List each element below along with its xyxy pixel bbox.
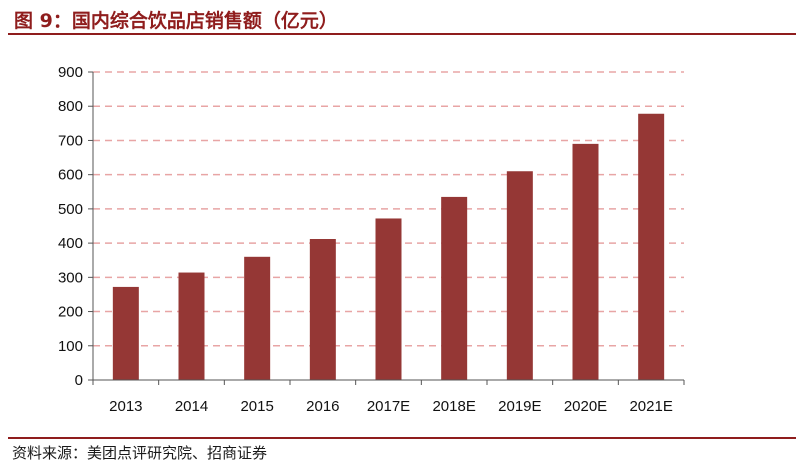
x-tick-label: 2015 [240,398,273,415]
y-tick-label: 900 [58,64,83,81]
y-tick-label: 100 [58,338,83,355]
bar [112,286,139,380]
y-tick-label: 0 [75,372,83,389]
bar [309,239,336,380]
bar [441,196,468,380]
y-tick-label: 500 [58,201,83,218]
bar [638,113,665,381]
y-tick-label: 800 [58,98,83,115]
x-tick-label: 2014 [175,398,208,415]
axes [88,71,685,385]
source-divider [8,437,796,439]
source-note: 资料来源：美团点评研究院、招商证券 [12,444,268,462]
x-tick-label: 2018E [432,398,475,415]
x-tick-label: 2019E [498,398,541,415]
y-tick-labels: 0 100 200 300 400 500 600 700 800 900 [58,64,83,389]
bar [572,143,599,380]
x-tick-labels: 2013 2014 2015 2016 2017E 2018E 2019E 2020E 2021… [109,398,673,415]
y-tick-label: 400 [58,235,83,252]
x-tick-label: 2020E [564,398,607,415]
x-tick-label: 2021E [629,398,672,415]
y-tick-label: 300 [58,269,83,286]
bars [112,113,665,381]
x-tick-label: 2016 [306,398,339,415]
bar [244,256,271,380]
y-tick-label: 700 [58,132,83,149]
y-tick-label: 600 [58,167,83,184]
bar [375,218,402,380]
figure-title: 图 9：国内综合饮品店销售额（亿元） [14,10,338,32]
x-tick-label: 2013 [109,398,142,415]
x-tick-label: 2017E [367,398,410,415]
y-tick-label: 200 [58,304,83,321]
bar [178,272,205,380]
title-divider [8,33,796,35]
bar [506,171,533,380]
